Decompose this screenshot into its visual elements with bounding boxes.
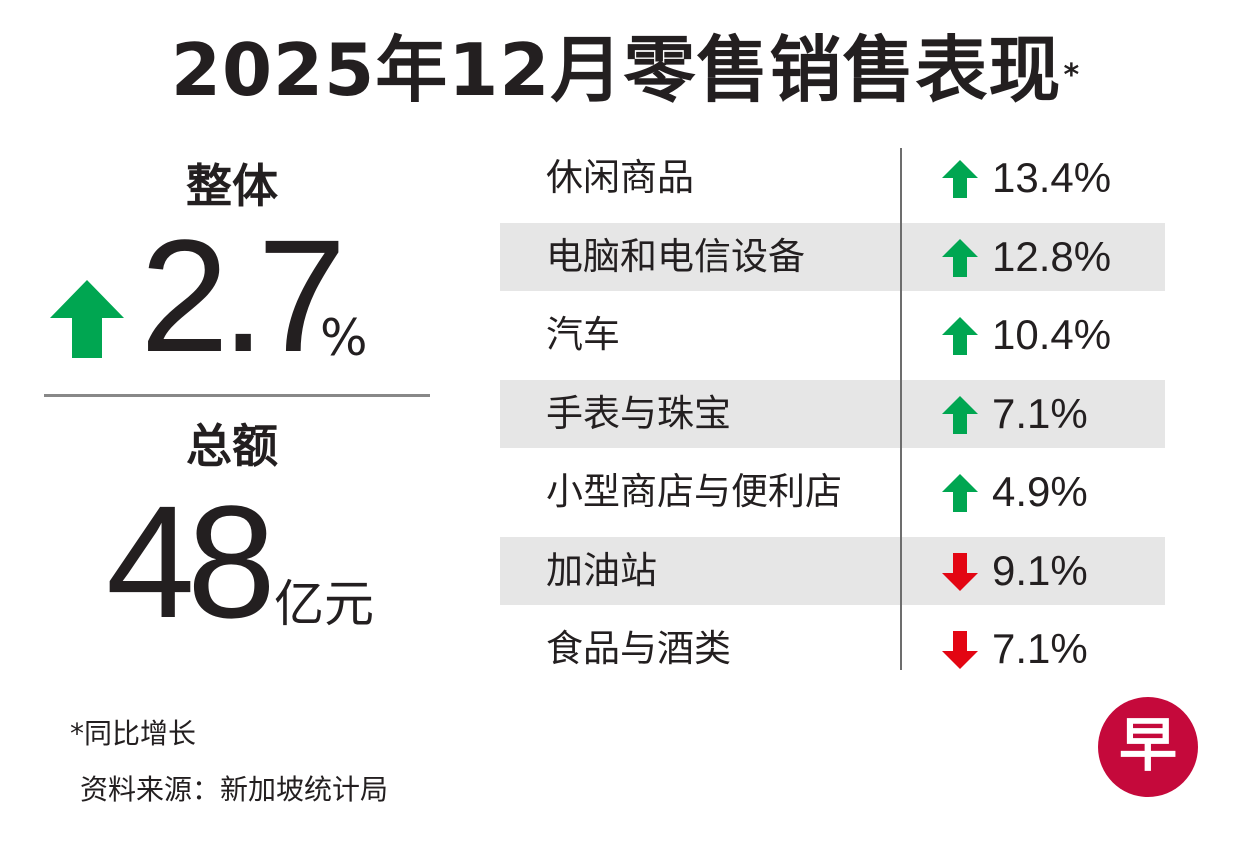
table-row: 休闲商品 13.4% [500,144,1165,212]
change-value: 9.1% [992,546,1088,594]
overall-up-arrow-icon [50,280,124,358]
down-arrow-icon [942,552,978,591]
table-row: 手表与珠宝 7.1% [500,379,1165,448]
category-label: 手表与珠宝 [546,391,731,435]
table-row: 电脑和电信设备 12.8% [500,222,1165,291]
table-row: 小型商店与便利店 4.9% [500,458,1165,526]
up-arrow-icon [942,395,978,434]
title-asterisk: * [1063,58,1081,93]
change-value: 4.9% [992,468,1088,515]
table-row: 食品与酒类 7.1% [500,615,1165,683]
category-label: 食品与酒类 [546,627,731,670]
title-text: 2025年12月零售销售表现 [170,28,1062,112]
table-divider-line [900,148,902,670]
category-label: 电脑和电信设备 [546,234,805,278]
change-value: 13.4% [992,154,1112,201]
total-unit: 亿元 [274,575,374,633]
category-label: 休闲商品 [546,156,694,199]
change-value: 7.1% [992,625,1088,672]
change-value: 7.1% [992,389,1088,437]
table-row: 加油站 9.1% [500,536,1165,605]
total-value: 48 [106,472,276,651]
category-label: 小型商店与便利店 [546,470,842,513]
change-value: 12.8% [992,232,1112,280]
total-label: 总额 [186,419,278,473]
svg-text:早: 早 [1119,711,1177,779]
summary-divider [44,394,430,397]
down-arrow-icon [942,631,978,669]
up-arrow-icon [942,317,978,355]
category-label: 加油站 [546,548,657,592]
zaobao-logo-icon: 早 [1098,697,1198,797]
overall-unit: % [320,309,368,367]
source-footnote: 资料来源：新加坡统计局 [80,773,389,806]
table-row: 汽车 10.4% [500,301,1165,369]
overall-value: 2.7 [140,206,346,385]
up-arrow-icon [942,474,978,512]
yoy-footnote: *同比增长 [70,717,197,750]
up-arrow-icon [942,238,978,277]
category-label: 汽车 [546,313,620,356]
up-arrow-icon [942,160,978,198]
category-table: 休闲商品 13.4% 电脑和电信设备 12.8% 汽车 10.4% 手表与珠宝 7.1% 小型商… [500,144,1165,678]
page-title: 2025年12月零售销售表现* [0,22,1251,118]
change-value: 10.4% [992,311,1112,358]
overall-label: 整体 [186,159,278,213]
